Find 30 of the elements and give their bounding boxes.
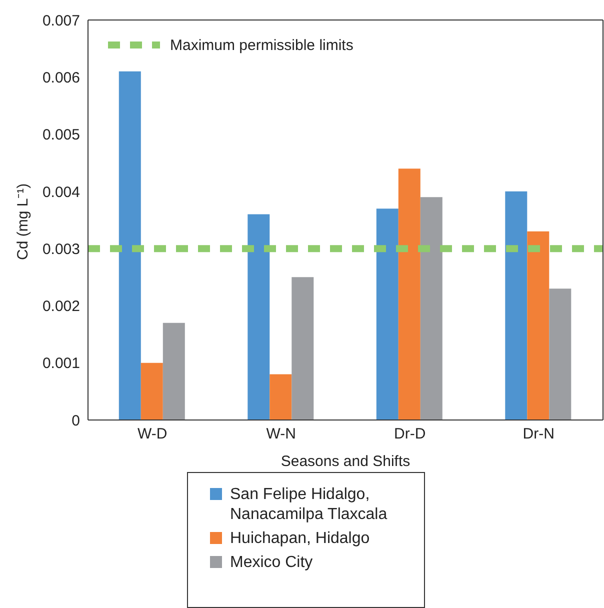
bar bbox=[248, 214, 270, 420]
x-axis-title: Seasons and Shifts bbox=[280, 453, 410, 470]
bar bbox=[140, 362, 163, 420]
x-tick-label: W-N bbox=[266, 426, 296, 443]
x-tick-label: Dr-D bbox=[394, 426, 426, 443]
bar bbox=[162, 322, 185, 420]
bar bbox=[549, 288, 572, 420]
bar bbox=[398, 168, 420, 420]
y-tick-label: 0 bbox=[72, 412, 80, 430]
x-tick-label: W-D bbox=[138, 426, 168, 443]
legend-label: San Felipe Hidalgo, Nanacamilpa Tlaxcala bbox=[230, 485, 388, 525]
x-tick-label: Dr-N bbox=[522, 426, 554, 443]
y-tick-label: 0.003 bbox=[42, 240, 80, 258]
y-tick-label: 0.004 bbox=[42, 184, 80, 201]
legend-label: Huichapan, Hidalgo bbox=[230, 529, 370, 549]
y-tick-label: 0.006 bbox=[42, 69, 80, 86]
bar bbox=[292, 277, 314, 420]
bar bbox=[505, 191, 528, 420]
y-tick-label: 0.002 bbox=[42, 298, 80, 316]
y-axis-title: Cd (mg L⁻¹) bbox=[14, 183, 32, 260]
legend-label: Maximum permissible limits bbox=[170, 37, 354, 54]
legend-label: Mexico City bbox=[230, 553, 313, 573]
y-tick-label: 0.005 bbox=[42, 126, 80, 144]
y-tick-label: 0.001 bbox=[42, 355, 80, 372]
y-tick-label: 0.007 bbox=[42, 12, 80, 30]
bar bbox=[420, 197, 442, 420]
bar bbox=[270, 374, 292, 420]
bar bbox=[118, 71, 141, 420]
bar bbox=[527, 231, 550, 420]
bar bbox=[376, 208, 398, 420]
